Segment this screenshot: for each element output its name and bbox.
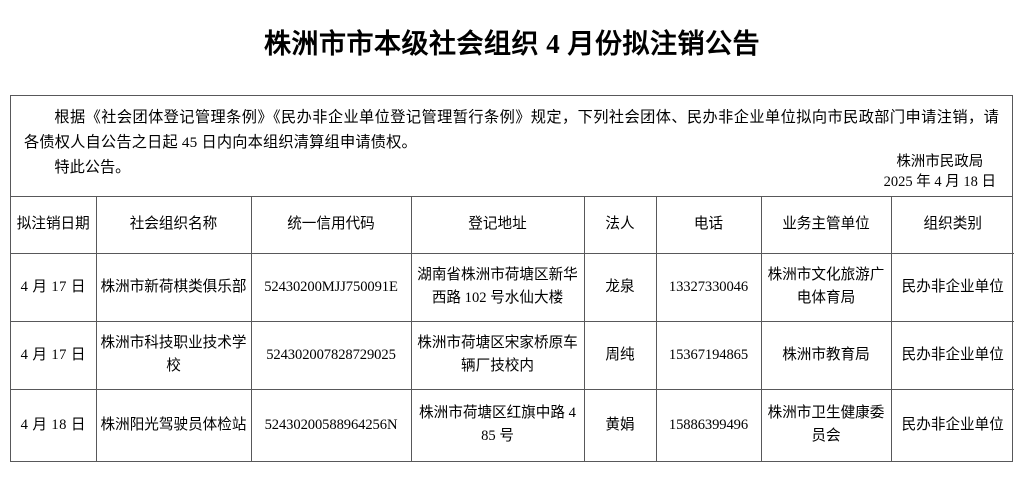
column-header-org-name: 社会组织名称 <box>96 197 252 254</box>
cell-org-name: 株洲市科技职业技术学校 <box>96 321 252 390</box>
issuer-name: 株洲市民政局 <box>896 154 984 170</box>
cell-org-type: 民办非企业单位 <box>891 253 1014 322</box>
notice-paragraph-main: 根据《社会团体登记管理条例》《民办非企业单位登记管理暂行条例》规定，下列社会团体… <box>24 109 999 151</box>
cell-credit-code: 524302007828729025 <box>251 321 412 390</box>
notice-block: 根据《社会团体登记管理条例》《民办非企业单位登记管理暂行条例》规定，下列社会团体… <box>11 96 1012 197</box>
cell-date: 4 月 18 日 <box>11 389 97 461</box>
table-row: 4 月 17 日 株洲市科技职业技术学校 524302007828729025 … <box>11 321 1014 390</box>
column-header-org-type: 组织类别 <box>891 197 1014 254</box>
cell-legal-person: 周纯 <box>584 321 657 390</box>
cell-address: 株洲市荷塘区红旗中路 485 号 <box>411 389 585 461</box>
column-header-address: 登记地址 <box>411 197 585 254</box>
column-header-date: 拟注销日期 <box>11 197 97 254</box>
table-row: 4 月 18 日 株洲阳光驾驶员体检站 52430200588964256N 株… <box>11 389 1014 461</box>
cell-org-type: 民办非企业单位 <box>891 321 1014 390</box>
cell-legal-person: 黄娟 <box>584 389 657 461</box>
table-row: 4 月 17 日 株洲市新荷棋类俱乐部 52430200MJJ750091E 湖… <box>11 253 1014 322</box>
cell-phone: 15367194865 <box>656 321 762 390</box>
issue-date: 2025 年 4 月 18 日 <box>883 174 996 190</box>
column-header-phone: 电话 <box>656 197 762 254</box>
notice-paragraph-closing: 特此公告。 <box>54 159 131 176</box>
cell-phone: 15886399496 <box>656 389 762 461</box>
cell-org-type: 民办非企业单位 <box>901 416 1004 433</box>
cell-credit-code: 52430200MJJ750091E <box>251 253 412 322</box>
table-header-row: 拟注销日期 社会组织名称 统一信用代码 登记地址 法人 电话 业务主管单位 组织… <box>11 197 1014 254</box>
column-header-credit-code: 统一信用代码 <box>251 197 412 254</box>
cell-org-name: 株洲阳光驾驶员体检站 <box>96 389 252 461</box>
page-title: 株洲市市本级社会组织 4 月份拟注销公告 <box>264 29 760 59</box>
announcement-frame: 根据《社会团体登记管理条例》《民办非企业单位登记管理暂行条例》规定，下列社会团体… <box>10 95 1014 462</box>
cell-org-name: 株洲市新荷棋类俱乐部 <box>96 253 252 322</box>
cell-date: 4 月 17 日 <box>11 321 97 390</box>
cell-address: 湖南省株洲市荷塘区新华西路 102 号水仙大楼 <box>411 253 585 322</box>
signature-block: 株洲市民政局 2025 年 4 月 18 日 <box>884 152 996 192</box>
deregistration-table: 拟注销日期 社会组织名称 统一信用代码 登记地址 法人 电话 业务主管单位 组织… <box>11 197 1014 461</box>
cell-credit-code: 52430200588964256N <box>251 389 412 461</box>
cell-phone: 13327330046 <box>656 253 762 322</box>
column-header-authority: 业务主管单位 <box>761 197 892 254</box>
cell-authority: 株洲市教育局 <box>761 321 892 390</box>
cell-date: 4 月 17 日 <box>11 253 97 322</box>
cell-legal-person: 龙泉 <box>584 253 657 322</box>
cell-authority: 株洲市卫生健康委员会 <box>761 389 892 461</box>
column-header-legal-person: 法人 <box>584 197 657 254</box>
cell-authority: 株洲市文化旅游广电体育局 <box>761 253 892 322</box>
cell-address: 株洲市荷塘区宋家桥原车辆厂技校内 <box>411 321 585 390</box>
